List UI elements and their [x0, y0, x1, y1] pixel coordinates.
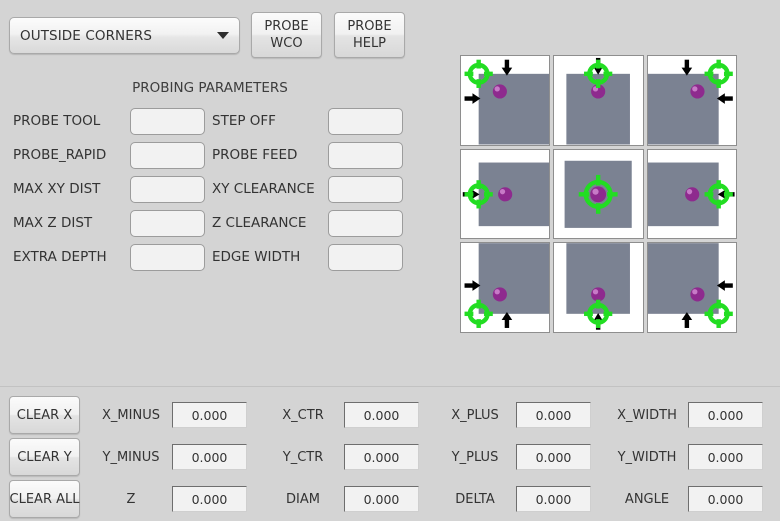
- readout-value-x-plus[interactable]: 0.000: [516, 402, 591, 428]
- readout-label-y-ctr: Y_CTR: [282, 449, 324, 465]
- probe-cell-bottom-center-edge[interactable]: [553, 242, 644, 333]
- param-input-probe-tool[interactable]: [130, 107, 205, 135]
- param-row: PROBE TOOL STEP OFF: [13, 104, 418, 138]
- param-label-step-off: STEP OFF: [212, 113, 276, 129]
- readout-label-x-width: X_WIDTH: [617, 407, 677, 423]
- param-input-z-clearance[interactable]: [328, 209, 403, 237]
- readout-rows: X_MINUS 0.000 X_CTR 0.000 X_PLUS 0.000 X…: [90, 387, 780, 521]
- readout-label-y-width: Y_WIDTH: [617, 449, 677, 465]
- param-input-step-off[interactable]: [328, 107, 403, 135]
- param-label-max-z-dist: MAX Z DIST: [13, 215, 93, 231]
- probing-parameters-grid: PROBE TOOL STEP OFF PROBE_RAPID PROBE FE…: [13, 104, 418, 274]
- chevron-down-icon: [217, 32, 229, 39]
- probe-wco-button[interactable]: PROBE WCO: [251, 12, 322, 58]
- readout-value-diam[interactable]: 0.000: [344, 486, 419, 512]
- probe-position-grid: [460, 55, 737, 333]
- param-label-edge-width: EDGE WIDTH: [212, 249, 301, 265]
- param-input-max-xy-dist[interactable]: [130, 175, 205, 203]
- readout-value-angle[interactable]: 0.000: [688, 486, 763, 512]
- readout-value-y-ctr[interactable]: 0.000: [344, 444, 419, 470]
- readout-label-x-ctr: X_CTR: [282, 407, 324, 423]
- probe-type-selected-label: OUTSIDE CORNERS: [20, 27, 153, 44]
- probe-cell-top-right-corner[interactable]: [646, 55, 737, 146]
- probe-cell-bottom-left-corner[interactable]: [460, 242, 551, 333]
- param-row: MAX Z DIST Z CLEARANCE: [13, 206, 418, 240]
- probe-help-label-line1: PROBE: [347, 19, 392, 34]
- readout-panel: CLEAR X CLEAR Y CLEAR ALL X_MINUS 0.000 …: [0, 386, 780, 521]
- param-label-extra-depth: EXTRA DEPTH: [13, 249, 107, 265]
- readout-row: Y_MINUS 0.000 Y_CTR 0.000 Y_PLUS 0.000 Y…: [90, 438, 780, 476]
- readout-label-angle: ANGLE: [624, 491, 670, 507]
- param-label-probe-rapid: PROBE_RAPID: [13, 147, 107, 163]
- param-label-probe-tool: PROBE TOOL: [13, 113, 101, 129]
- probe-cell-top-left-corner[interactable]: [460, 55, 551, 146]
- readout-label-delta: DELTA: [455, 491, 495, 507]
- probe-wco-label-line2: WCO: [270, 36, 303, 51]
- clear-x-button[interactable]: CLEAR X: [9, 396, 80, 434]
- param-label-probe-feed: PROBE FEED: [212, 147, 298, 163]
- top-toolbar: OUTSIDE CORNERS PROBE WCO PROBE HELP: [0, 0, 780, 66]
- param-row: EXTRA DEPTH EDGE WIDTH: [13, 240, 418, 274]
- probe-wco-label-line1: PROBE: [264, 19, 309, 34]
- readout-label-x-plus: X_PLUS: [451, 407, 499, 423]
- probe-type-dropdown[interactable]: OUTSIDE CORNERS: [9, 17, 240, 54]
- readout-value-z[interactable]: 0.000: [172, 486, 247, 512]
- readout-label-x-minus: X_MINUS: [102, 407, 160, 423]
- clear-all-button[interactable]: CLEAR ALL: [9, 480, 80, 518]
- param-input-max-z-dist[interactable]: [130, 209, 205, 237]
- param-row: MAX XY DIST XY CLEARANCE: [13, 172, 418, 206]
- readout-row: Z 0.000 DIAM 0.000 DELTA 0.000 ANGLE 0.0…: [90, 480, 780, 518]
- probe-cell-middle-right-edge[interactable]: [646, 148, 737, 240]
- readout-value-y-width[interactable]: 0.000: [688, 444, 763, 470]
- param-input-probe-feed[interactable]: [328, 141, 403, 169]
- param-label-max-xy-dist: MAX XY DIST: [13, 181, 101, 197]
- param-input-probe-rapid[interactable]: [130, 141, 205, 169]
- readout-value-delta[interactable]: 0.000: [516, 486, 591, 512]
- probe-cell-middle-left-edge[interactable]: [460, 148, 551, 240]
- probe-help-label-line2: HELP: [352, 36, 387, 51]
- param-label-z-clearance: Z CLEARANCE: [212, 215, 307, 231]
- clear-y-button[interactable]: CLEAR Y: [9, 438, 80, 476]
- param-input-xy-clearance[interactable]: [328, 175, 403, 203]
- readout-value-x-width[interactable]: 0.000: [688, 402, 763, 428]
- readout-label-y-minus: Y_MINUS: [102, 449, 160, 465]
- param-input-edge-width[interactable]: [328, 243, 403, 271]
- param-label-xy-clearance: XY CLEARANCE: [212, 181, 315, 197]
- probe-cell-center-boss[interactable]: [553, 148, 644, 240]
- readout-label-diam: DIAM: [286, 491, 320, 507]
- param-row: PROBE_RAPID PROBE FEED: [13, 138, 418, 172]
- probe-cell-bottom-right-corner[interactable]: [646, 242, 737, 333]
- readout-value-x-minus[interactable]: 0.000: [172, 402, 247, 428]
- probing-parameters-title: PROBING PARAMETERS: [132, 80, 288, 96]
- probe-help-button[interactable]: PROBE HELP: [334, 12, 405, 58]
- param-input-extra-depth[interactable]: [130, 243, 205, 271]
- readout-label-z: Z: [126, 491, 136, 507]
- readout-value-x-ctr[interactable]: 0.000: [344, 402, 419, 428]
- readout-value-y-minus[interactable]: 0.000: [172, 444, 247, 470]
- probe-cell-top-center-edge[interactable]: [553, 55, 644, 146]
- readout-label-y-plus: Y_PLUS: [451, 449, 499, 465]
- readout-value-y-plus[interactable]: 0.000: [516, 444, 591, 470]
- readout-row: X_MINUS 0.000 X_CTR 0.000 X_PLUS 0.000 X…: [90, 396, 780, 434]
